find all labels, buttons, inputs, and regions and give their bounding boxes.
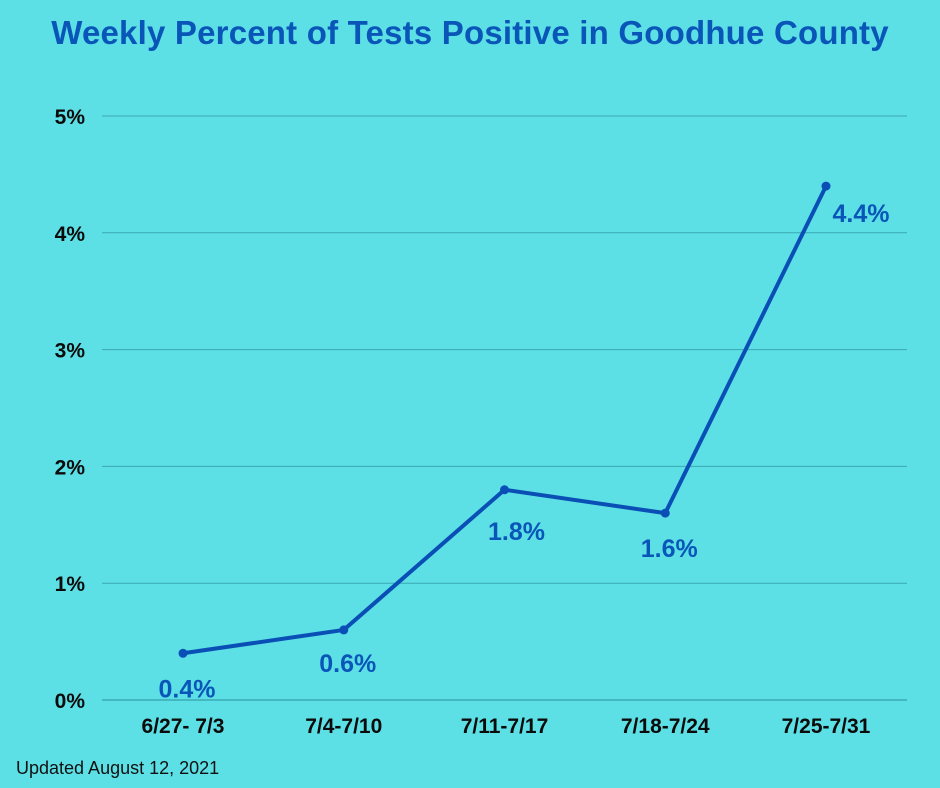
data-point — [660, 508, 670, 518]
x-tick-label: 7/4-7/10 — [305, 715, 382, 738]
data-point — [339, 625, 349, 635]
chart-title: Weekly Percent of Tests Positive in Good… — [51, 14, 889, 51]
x-tick-label: 7/18-7/24 — [621, 715, 710, 738]
y-tick-label: 3% — [55, 340, 86, 363]
y-tick-label: 5% — [55, 106, 86, 129]
data-labels: 0.4% 0.6% 1.8% 1.6% 4.4% — [159, 200, 890, 703]
data-label: 1.6% — [641, 535, 698, 563]
data-point — [500, 485, 509, 495]
x-tick-label: 7/11-7/17 — [461, 715, 549, 738]
updated-footnote: Updated August 12, 2021 — [16, 758, 220, 778]
series-layer — [178, 181, 831, 658]
x-tick-label: 7/25-7/31 — [782, 715, 871, 738]
data-label: 4.4% — [833, 200, 890, 228]
gridlines — [102, 115, 907, 701]
data-label: 0.4% — [159, 675, 216, 703]
x-axis-ticks: 6/27- 7/3 7/4-7/10 7/11-7/17 7/18-7/24 7/25-… — [142, 715, 871, 738]
data-label: 0.6% — [319, 650, 376, 678]
y-tick-label: 2% — [55, 456, 86, 479]
y-tick-label: 1% — [55, 573, 86, 596]
y-tick-label: 0% — [55, 690, 86, 713]
y-axis-ticks: 0% 1% 2% 3% 4% 5% — [55, 106, 86, 713]
data-label: 1.8% — [488, 518, 545, 546]
data-point — [178, 648, 188, 658]
data-point — [821, 181, 831, 191]
y-tick-label: 4% — [55, 223, 86, 246]
x-tick-label: 6/27- 7/3 — [142, 715, 225, 738]
